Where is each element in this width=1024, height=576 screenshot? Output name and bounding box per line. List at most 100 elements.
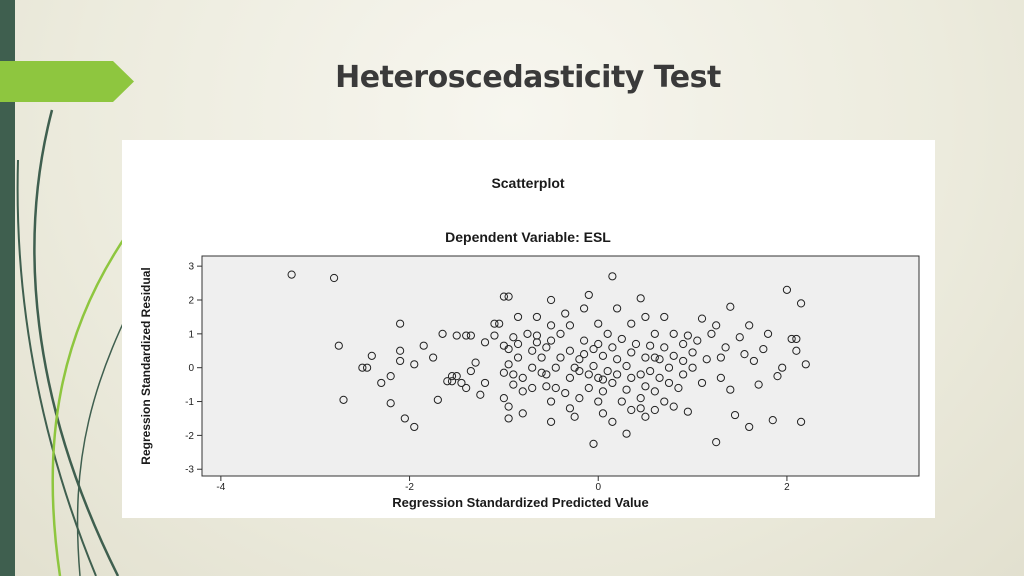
data-point (504, 360, 513, 369)
data-point (679, 356, 688, 366)
y-tick-label: 1 (188, 329, 194, 340)
data-point (627, 348, 636, 357)
data-point (480, 378, 490, 388)
data-point (528, 346, 537, 355)
data-point (778, 363, 787, 372)
data-point (556, 353, 565, 362)
data-point (509, 380, 518, 389)
data-point (589, 439, 598, 448)
data-point (396, 356, 405, 366)
data-point (730, 410, 740, 420)
data-point (377, 378, 386, 388)
data-point (546, 295, 556, 305)
data-point (792, 334, 801, 344)
data-point (546, 417, 556, 426)
data-point (622, 429, 631, 438)
data-point (490, 331, 499, 340)
data-point (655, 373, 664, 382)
data-point (542, 343, 551, 352)
data-point (513, 312, 523, 322)
data-point (613, 370, 622, 379)
data-point (740, 350, 749, 359)
data-point (697, 314, 707, 323)
y-tick-label: -3 (185, 465, 194, 476)
data-point (679, 339, 688, 349)
data-point (655, 355, 664, 364)
data-point (396, 319, 405, 328)
data-point (589, 344, 598, 354)
data-point (608, 417, 617, 426)
data-point (664, 378, 674, 388)
data-point (504, 344, 513, 354)
data-point (443, 377, 452, 386)
data-point (801, 360, 810, 369)
data-point (457, 378, 466, 388)
data-point (796, 417, 806, 426)
data-point (504, 414, 513, 423)
data-point (650, 353, 659, 362)
data-point (358, 363, 367, 372)
data-point (712, 438, 721, 447)
data-point (419, 341, 428, 350)
data-point (598, 375, 608, 384)
data-point (584, 383, 593, 393)
data-point (495, 319, 504, 328)
data-point (528, 383, 537, 393)
data-point (688, 348, 697, 357)
data-point (561, 309, 570, 318)
data-point (617, 397, 626, 406)
data-point (598, 387, 608, 396)
data-point (636, 294, 645, 303)
x-tick-label: 0 (595, 482, 601, 493)
y-tick-label: -2 (185, 431, 194, 442)
data-point (575, 355, 584, 364)
data-point (589, 361, 598, 371)
data-point (660, 343, 669, 352)
data-point (669, 329, 678, 338)
data-point (339, 395, 348, 404)
data-point (702, 355, 711, 364)
y-axis-label: Regression Standardized Residual (139, 267, 153, 464)
data-point (452, 331, 461, 340)
data-point (518, 387, 527, 396)
data-point (329, 273, 339, 283)
data-point (622, 385, 631, 394)
chart-panel: Scatterplot Dependent Variable: ESL -3 -2… (122, 140, 935, 518)
data-point (660, 397, 669, 406)
y-tick-label: 2 (188, 296, 194, 307)
data-point (688, 363, 697, 372)
data-point (518, 373, 527, 382)
data-point (636, 370, 645, 379)
data-point (726, 385, 735, 394)
data-point (796, 299, 806, 308)
scatter-chart: Scatterplot Dependent Variable: ESL -3 -2… (139, 175, 920, 510)
data-point (476, 390, 485, 399)
data-point (697, 378, 707, 388)
data-point (528, 363, 537, 372)
data-point (466, 366, 475, 376)
data-point (513, 339, 523, 349)
data-point (613, 355, 622, 364)
data-point (598, 351, 608, 360)
data-point (749, 356, 759, 366)
slide-title: Heteroscedasticity Test (335, 60, 721, 95)
y-tick-label: -1 (185, 397, 194, 408)
data-point (565, 404, 575, 413)
data-point (641, 353, 650, 362)
data-point (759, 344, 768, 354)
data-point (504, 292, 513, 301)
data-point (594, 319, 603, 328)
data-point (669, 351, 678, 360)
data-point (745, 422, 754, 432)
data-point (546, 336, 556, 345)
chart-subtitle: Dependent Variable: ESL (445, 229, 611, 245)
data-point (386, 372, 395, 381)
data-point (646, 366, 655, 376)
decorative-swoosh-lines (16, 109, 151, 576)
data-point (542, 370, 551, 379)
data-point (674, 383, 683, 393)
data-point (396, 346, 405, 355)
data-point (608, 378, 617, 388)
data-point (447, 377, 457, 386)
data-point (754, 380, 763, 389)
